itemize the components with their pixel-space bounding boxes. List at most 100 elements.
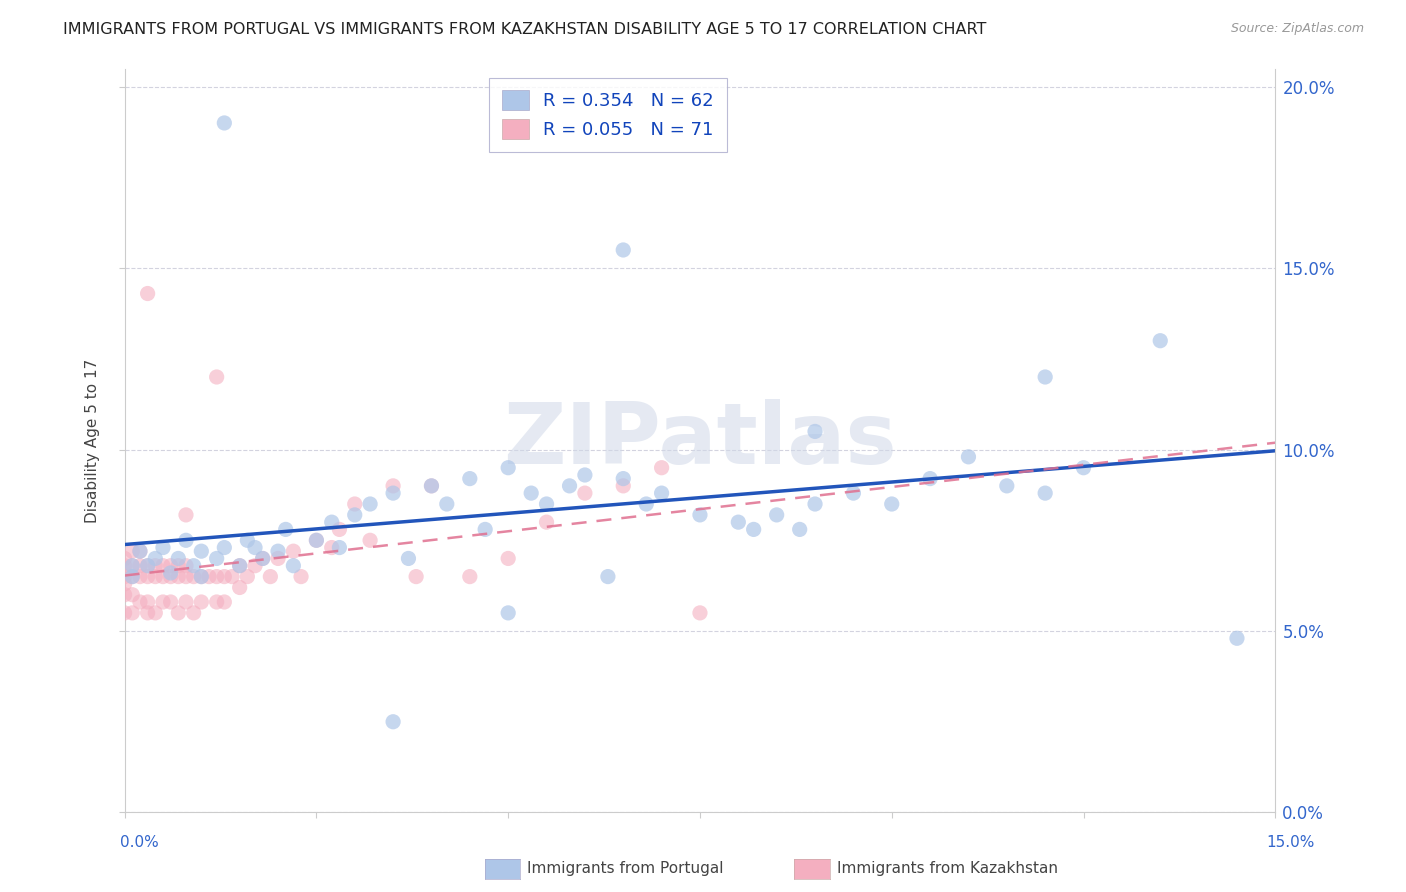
Point xyxy=(221,569,243,583)
Point xyxy=(520,486,543,500)
Point xyxy=(574,467,596,482)
Point xyxy=(236,569,259,583)
Point xyxy=(114,588,136,602)
Point xyxy=(727,515,749,529)
Point xyxy=(1149,334,1171,348)
Point xyxy=(259,569,281,583)
Point xyxy=(114,551,136,566)
Point xyxy=(651,460,673,475)
Point xyxy=(536,497,558,511)
Point xyxy=(183,558,205,573)
Text: 15.0%: 15.0% xyxy=(1267,836,1315,850)
Point xyxy=(382,479,405,493)
Point xyxy=(167,606,190,620)
Point xyxy=(612,243,634,257)
Point xyxy=(243,558,266,573)
Point xyxy=(228,558,250,573)
Text: Immigrants from Kazakhstan: Immigrants from Kazakhstan xyxy=(837,862,1057,876)
Point xyxy=(114,606,136,620)
Point xyxy=(205,569,228,583)
Point xyxy=(1073,460,1095,475)
Text: 0.0%: 0.0% xyxy=(120,836,159,850)
Text: Source: ZipAtlas.com: Source: ZipAtlas.com xyxy=(1230,22,1364,36)
Point xyxy=(121,544,143,558)
Point xyxy=(114,569,136,583)
Point xyxy=(228,581,250,595)
Point xyxy=(136,606,159,620)
Point xyxy=(1033,486,1056,500)
Point xyxy=(804,497,827,511)
Point xyxy=(190,544,212,558)
Point xyxy=(689,606,711,620)
Legend: R = 0.354   N = 62, R = 0.055   N = 71: R = 0.354 N = 62, R = 0.055 N = 71 xyxy=(489,78,727,152)
Point xyxy=(252,551,274,566)
Point xyxy=(267,544,290,558)
Point xyxy=(121,558,143,573)
Point xyxy=(205,595,228,609)
Point xyxy=(174,508,197,522)
Point xyxy=(214,595,236,609)
Point xyxy=(214,569,236,583)
Point xyxy=(159,569,181,583)
Point xyxy=(121,588,143,602)
Text: Immigrants from Portugal: Immigrants from Portugal xyxy=(527,862,724,876)
Point xyxy=(174,569,197,583)
Point xyxy=(283,544,305,558)
Point xyxy=(458,569,481,583)
Point xyxy=(121,558,143,573)
Point xyxy=(174,595,197,609)
Point xyxy=(574,486,596,500)
Point xyxy=(152,558,174,573)
Point xyxy=(143,569,166,583)
Point xyxy=(496,460,519,475)
Point xyxy=(174,558,197,573)
Point xyxy=(612,479,634,493)
Point xyxy=(136,595,159,609)
Point xyxy=(236,533,259,548)
Point xyxy=(198,569,221,583)
Point xyxy=(159,595,181,609)
Point xyxy=(321,515,343,529)
Point xyxy=(205,370,228,384)
Point xyxy=(636,497,658,511)
Point xyxy=(167,551,190,566)
Point xyxy=(152,541,174,555)
Point xyxy=(143,558,166,573)
Point xyxy=(190,595,212,609)
Point xyxy=(1033,370,1056,384)
Point xyxy=(143,606,166,620)
Point xyxy=(305,533,328,548)
Point xyxy=(436,497,458,511)
Point xyxy=(995,479,1018,493)
Point xyxy=(152,595,174,609)
Point xyxy=(496,551,519,566)
Point xyxy=(129,544,152,558)
Point xyxy=(612,472,634,486)
Point xyxy=(842,486,865,500)
Text: ZIPatlas: ZIPatlas xyxy=(503,399,897,482)
Point xyxy=(143,551,166,566)
Text: IMMIGRANTS FROM PORTUGAL VS IMMIGRANTS FROM KAZAKHSTAN DISABILITY AGE 5 TO 17 CO: IMMIGRANTS FROM PORTUGAL VS IMMIGRANTS F… xyxy=(63,22,987,37)
Point xyxy=(129,558,152,573)
Point xyxy=(121,606,143,620)
Point xyxy=(359,533,381,548)
Point xyxy=(496,606,519,620)
Point xyxy=(228,558,250,573)
Point xyxy=(114,558,136,573)
Point xyxy=(651,486,673,500)
Point xyxy=(290,569,312,583)
Point xyxy=(382,714,405,729)
Point xyxy=(205,551,228,566)
Point xyxy=(920,472,942,486)
Point xyxy=(183,569,205,583)
Point xyxy=(359,497,381,511)
Point xyxy=(183,606,205,620)
Point xyxy=(174,533,197,548)
Point xyxy=(167,569,190,583)
Point xyxy=(121,569,143,583)
Point xyxy=(804,425,827,439)
Point xyxy=(398,551,420,566)
Point xyxy=(129,595,152,609)
Point xyxy=(765,508,787,522)
Point xyxy=(305,533,328,548)
